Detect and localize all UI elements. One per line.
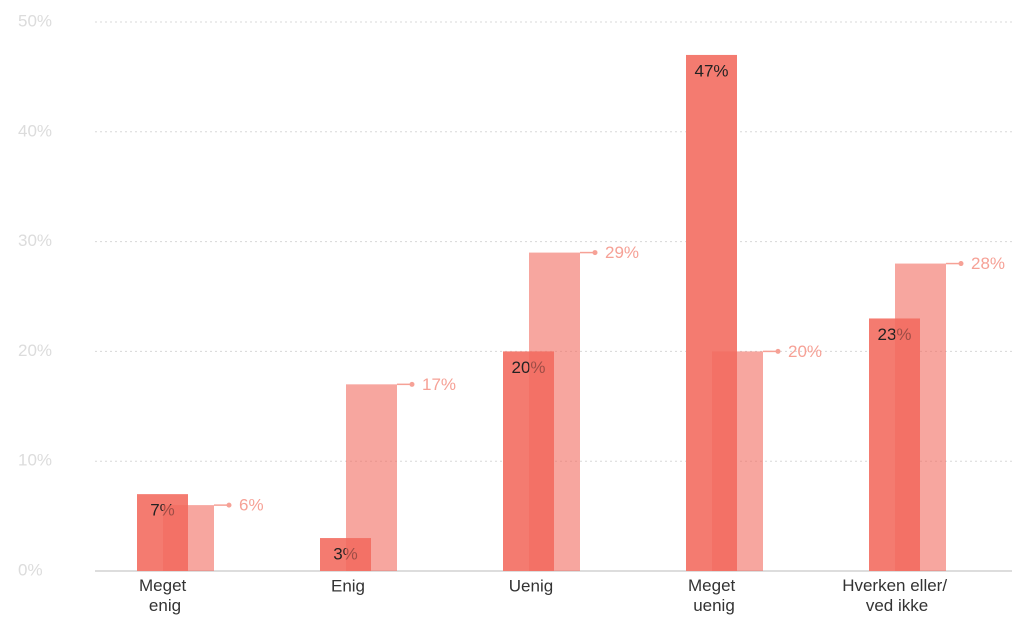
label-dot bbox=[226, 502, 232, 508]
x-tick-label: Meget uenig bbox=[688, 576, 740, 615]
data-label: 47% bbox=[694, 61, 728, 80]
x-tick-label: Enig bbox=[331, 576, 365, 595]
x-tick-label: Hverken eller/ ved ikke bbox=[842, 576, 952, 615]
x-tick-label: Meget enig bbox=[139, 576, 191, 615]
data-label: 29% bbox=[605, 243, 639, 262]
bar bbox=[163, 505, 214, 571]
bar bbox=[346, 384, 397, 571]
bar bbox=[712, 351, 763, 571]
bar bbox=[529, 252, 580, 571]
label-dot bbox=[592, 250, 598, 256]
label-dot bbox=[409, 381, 415, 387]
y-tick-label: 40% bbox=[18, 121, 52, 140]
y-tick-label: 10% bbox=[18, 451, 52, 470]
data-label: 17% bbox=[422, 375, 456, 394]
data-label: 20% bbox=[788, 342, 822, 361]
bar bbox=[895, 263, 946, 571]
label-dot bbox=[775, 348, 781, 354]
y-tick-label: 0% bbox=[18, 560, 43, 579]
data-label: 28% bbox=[971, 254, 1005, 273]
y-tick-label: 20% bbox=[18, 341, 52, 360]
y-tick-label: 30% bbox=[18, 231, 52, 250]
label-dot bbox=[958, 261, 964, 267]
y-tick-label: 50% bbox=[18, 11, 52, 30]
x-tick-label: Uenig bbox=[509, 576, 553, 595]
data-label: 6% bbox=[239, 496, 264, 515]
